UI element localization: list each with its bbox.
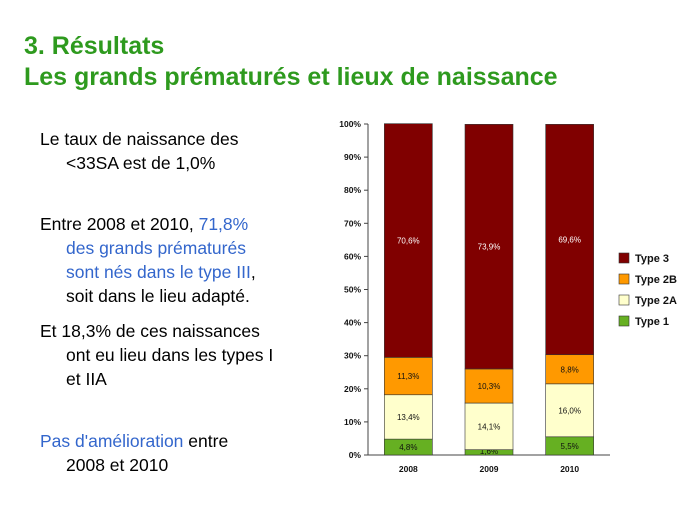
bullet-birth-rate: Le taux de naissance des <33SA est de 1,…	[40, 127, 322, 175]
y-tick-label: 50%	[344, 285, 361, 295]
y-tick-label: 20%	[344, 384, 361, 394]
bar-data-label: 4,8%	[399, 443, 417, 452]
x-tick-label: 2010	[560, 464, 579, 474]
bar-data-label: 8,8%	[561, 365, 579, 374]
legend-label: Type 2A	[635, 295, 677, 307]
bar-data-label: 11,3%	[397, 372, 419, 381]
bar-data-label: 69,6%	[558, 236, 581, 245]
y-tick-label: 90%	[344, 152, 361, 162]
legend-swatch	[618, 294, 630, 306]
bar-data-label: 70,6%	[397, 237, 420, 246]
x-tick-label: 2008	[399, 464, 418, 474]
bar-segment	[545, 124, 594, 356]
bullet-no-improvement-line2: 2008 et 2010	[66, 455, 169, 475]
bar-data-label: 10,3%	[478, 382, 501, 391]
bar-data-label: 14,1%	[478, 422, 501, 431]
legend-label: Type 2B	[635, 274, 677, 286]
legend-label: Type 3	[635, 253, 669, 265]
bar-segment	[384, 394, 433, 440]
bar-data-label: 5,5%	[561, 442, 579, 451]
y-tick-label: 10%	[344, 417, 361, 427]
bullet-type3-percent: 71,8%	[198, 214, 249, 234]
y-tick-label: 80%	[344, 185, 361, 195]
bullet-no-improvement-a: Pas d'amélioration	[40, 431, 184, 451]
bullet-type3-line4: soit dans le lieu adapté.	[66, 286, 250, 306]
bar-data-label: 16,0%	[558, 406, 581, 415]
bullet-no-improvement-b: entre	[183, 431, 229, 451]
y-tick-label: 30%	[344, 351, 361, 361]
bullet-birth-rate-line1: Le taux de naissance des	[40, 129, 239, 149]
bullet-type3-line1-a: Entre 2008 et 2010,	[40, 214, 199, 234]
bar-segment	[464, 124, 514, 370]
slide-subtitle: Les grands prématurés et lieux de naissa…	[24, 63, 558, 91]
y-tick-label: 70%	[344, 218, 361, 228]
x-tick-label: 2009	[480, 464, 499, 474]
bar-data-label: 1,6%	[480, 447, 498, 456]
bullet-type3-line3-a: sont nés dans le type III	[66, 262, 251, 282]
bar-segment	[464, 368, 514, 404]
legend-swatch	[618, 252, 630, 264]
legend-swatch	[618, 273, 630, 285]
bullet-no-improvement: Pas d'amélioration entre 2008 et 2010	[40, 429, 322, 477]
bullet-type3-line3-b: ,	[250, 262, 256, 282]
y-tick-label: 0%	[349, 450, 362, 460]
y-tick-label: 100%	[339, 119, 361, 129]
bar-segment	[384, 357, 433, 396]
bar-segment	[384, 123, 433, 358]
bullet-type1-2a-share: Et 18,3% de ces naissances ont eu lieu d…	[40, 319, 322, 391]
legend-label: Type 1	[635, 316, 669, 328]
bullet-type3-share: Entre 2008 et 2010, 71,8% des grands pré…	[40, 212, 322, 308]
bar-data-label: 13,4%	[397, 413, 420, 422]
bar-segment	[464, 402, 514, 451]
bullet-type1-line3: et IIA	[66, 369, 107, 389]
bullet-type1-line1: Et 18,3% de ces naissances	[40, 321, 260, 341]
bullet-type3-line2: des grands prématurés	[66, 238, 246, 258]
slide-title: 3. Résultats	[24, 32, 165, 60]
legend-swatch	[618, 315, 630, 327]
y-tick-label: 40%	[344, 318, 361, 328]
bullet-birth-rate-line2: <33SA est de 1,0%	[66, 153, 216, 173]
y-tick-label: 60%	[344, 251, 361, 261]
bar-segment	[545, 354, 594, 385]
bar-data-label: 73,9%	[478, 243, 501, 252]
bullet-type1-line2: ont eu lieu dans les types I	[66, 345, 274, 365]
bar-segment	[545, 383, 594, 438]
